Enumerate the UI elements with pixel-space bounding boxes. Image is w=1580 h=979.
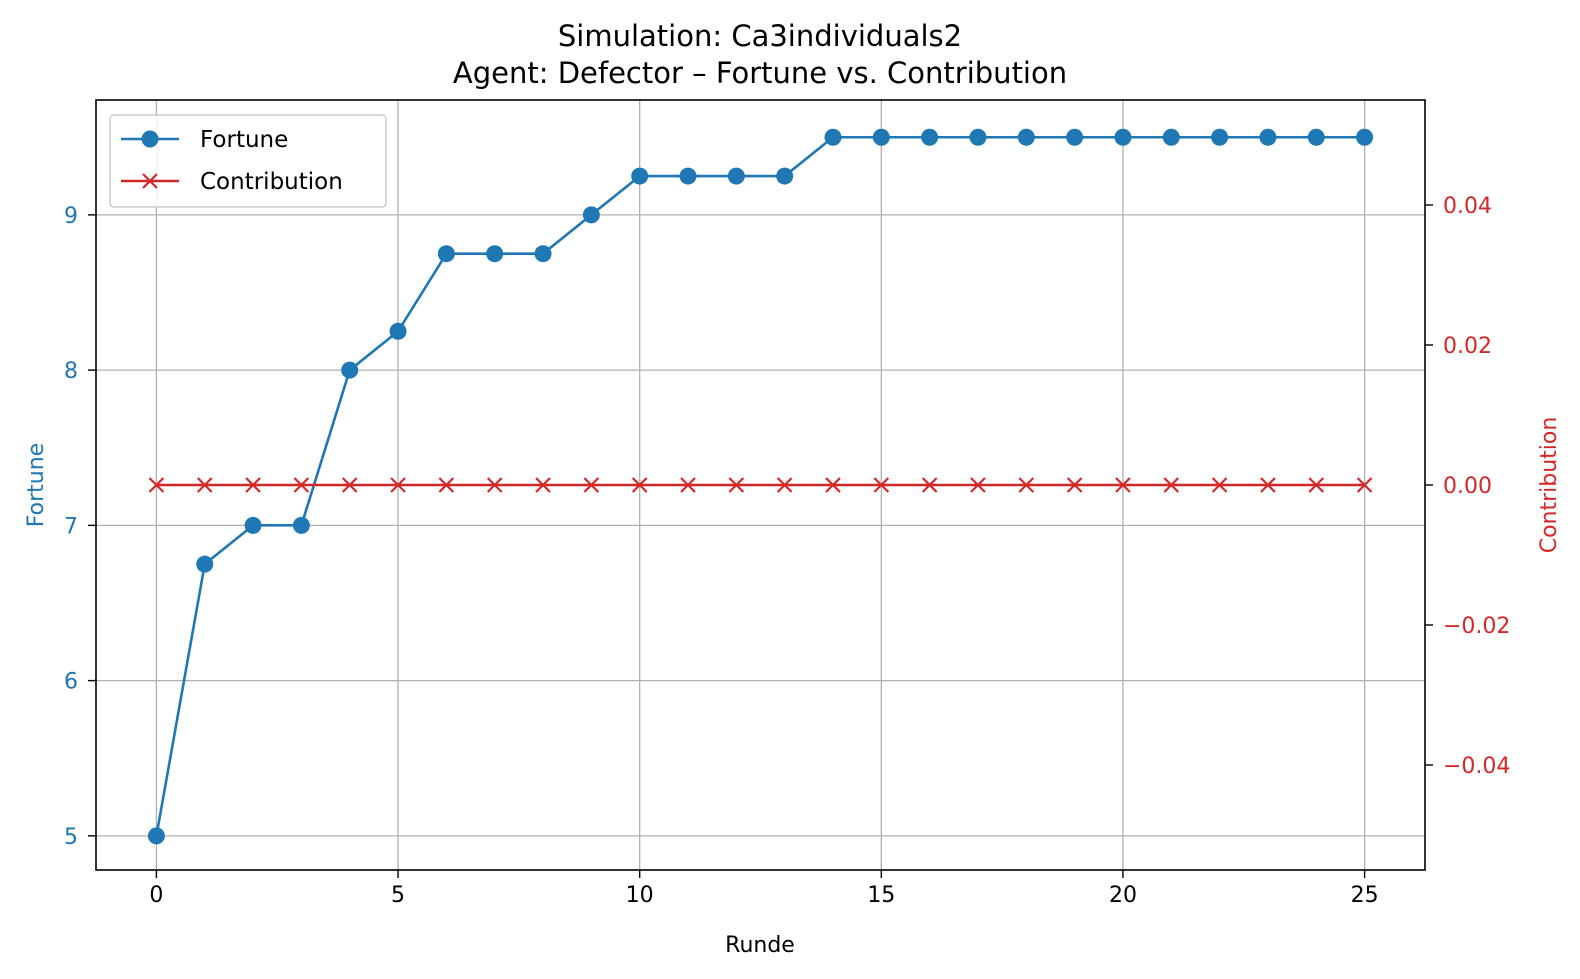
data-point-fortune [679,167,697,185]
data-point-contribution [1018,477,1035,493]
y-tick-label: 6 [64,670,78,695]
data-point-contribution [583,477,600,493]
data-point-contribution [535,477,551,493]
data-point-contribution [825,477,841,493]
data-point-contribution [970,477,986,493]
data-point-fortune [582,206,600,224]
legend: Fortune Contribution [109,114,387,208]
x-tick-label: 20 [1109,883,1137,908]
data-point-contribution [438,477,455,493]
y2-tick-label: −0.02 [1443,614,1510,639]
data-point-contribution [1066,477,1083,493]
data-point-fortune [631,167,649,185]
y2-tick-label: 0.02 [1443,334,1492,359]
legend-contribution-label: Contribution [200,169,343,195]
x-tick-label: 5 [391,883,405,908]
data-point-fortune [1307,128,1325,146]
data-point-contribution [1115,477,1131,493]
x-tick-label: 0 [149,883,163,908]
x-axis: 0 5 10 15 20 25 [149,870,1379,908]
y-tick-label: 9 [64,204,78,229]
data-point-fortune [1211,128,1229,146]
data-point-fortune [1162,128,1180,146]
data-point-contribution [921,477,938,493]
legend-fortune-label: Fortune [200,127,288,153]
data-point-fortune [389,322,407,340]
data-point-fortune [437,245,455,263]
data-point-fortune [196,555,214,573]
y-axis-label: Fortune [24,443,49,527]
data-point-contribution [1260,477,1276,493]
data-point-contribution [293,477,310,493]
data-point-fortune [534,245,552,263]
y-tick-label: 7 [64,514,78,539]
x-tick-label: 15 [867,883,895,908]
data-point-contribution [631,477,648,493]
data-point-fortune [1356,128,1374,146]
data-point-fortune [341,361,359,379]
chart-subtitle: Agent: Defector – Fortune vs. Contributi… [453,56,1067,90]
x-tick-label: 25 [1351,883,1379,908]
data-point-contribution [196,477,213,493]
series-layer [147,128,1374,845]
y2-tick-label: −0.04 [1443,754,1510,779]
x-axis-label: Runde [725,933,795,958]
y-axis-left: 5 6 7 8 9 [64,204,96,850]
data-point-contribution [1356,477,1373,493]
data-point-fortune [969,128,987,146]
y2-axis-label: Contribution [1537,417,1562,554]
data-point-contribution [728,477,745,493]
data-point-contribution [776,477,793,493]
y2-tick-label: 0.00 [1443,474,1492,499]
data-point-fortune [244,516,262,534]
y-tick-label: 5 [64,825,78,850]
data-point-fortune [872,128,890,146]
data-point-contribution [680,477,696,493]
data-point-fortune [292,516,310,534]
data-point-contribution [1211,477,1228,493]
data-point-fortune [1259,128,1277,146]
data-point-fortune [1017,128,1035,146]
data-point-contribution [1308,477,1325,493]
chart-title: Simulation: Ca3individuals2 [558,19,962,53]
data-point-fortune [147,827,165,845]
legend-fortune-marker [141,130,159,148]
data-point-contribution [486,477,503,493]
data-point-contribution [390,477,406,493]
data-point-fortune [824,128,842,146]
data-point-contribution [148,477,165,493]
data-point-contribution [245,477,261,493]
y-axis-right: −0.04 −0.02 0.00 0.02 0.04 [1425,194,1510,779]
data-point-contribution [873,477,890,493]
data-point-fortune [776,167,794,185]
data-point-fortune [727,167,745,185]
legend-contribution-marker [142,173,158,189]
data-point-contribution [1163,477,1180,493]
y-tick-label: 8 [64,359,78,384]
data-point-fortune [1114,128,1132,146]
data-point-fortune [486,245,504,263]
y2-tick-label: 0.04 [1443,194,1492,219]
data-point-fortune [1066,128,1084,146]
data-point-fortune [921,128,939,146]
data-point-contribution [341,477,358,493]
x-tick-label: 10 [626,883,654,908]
